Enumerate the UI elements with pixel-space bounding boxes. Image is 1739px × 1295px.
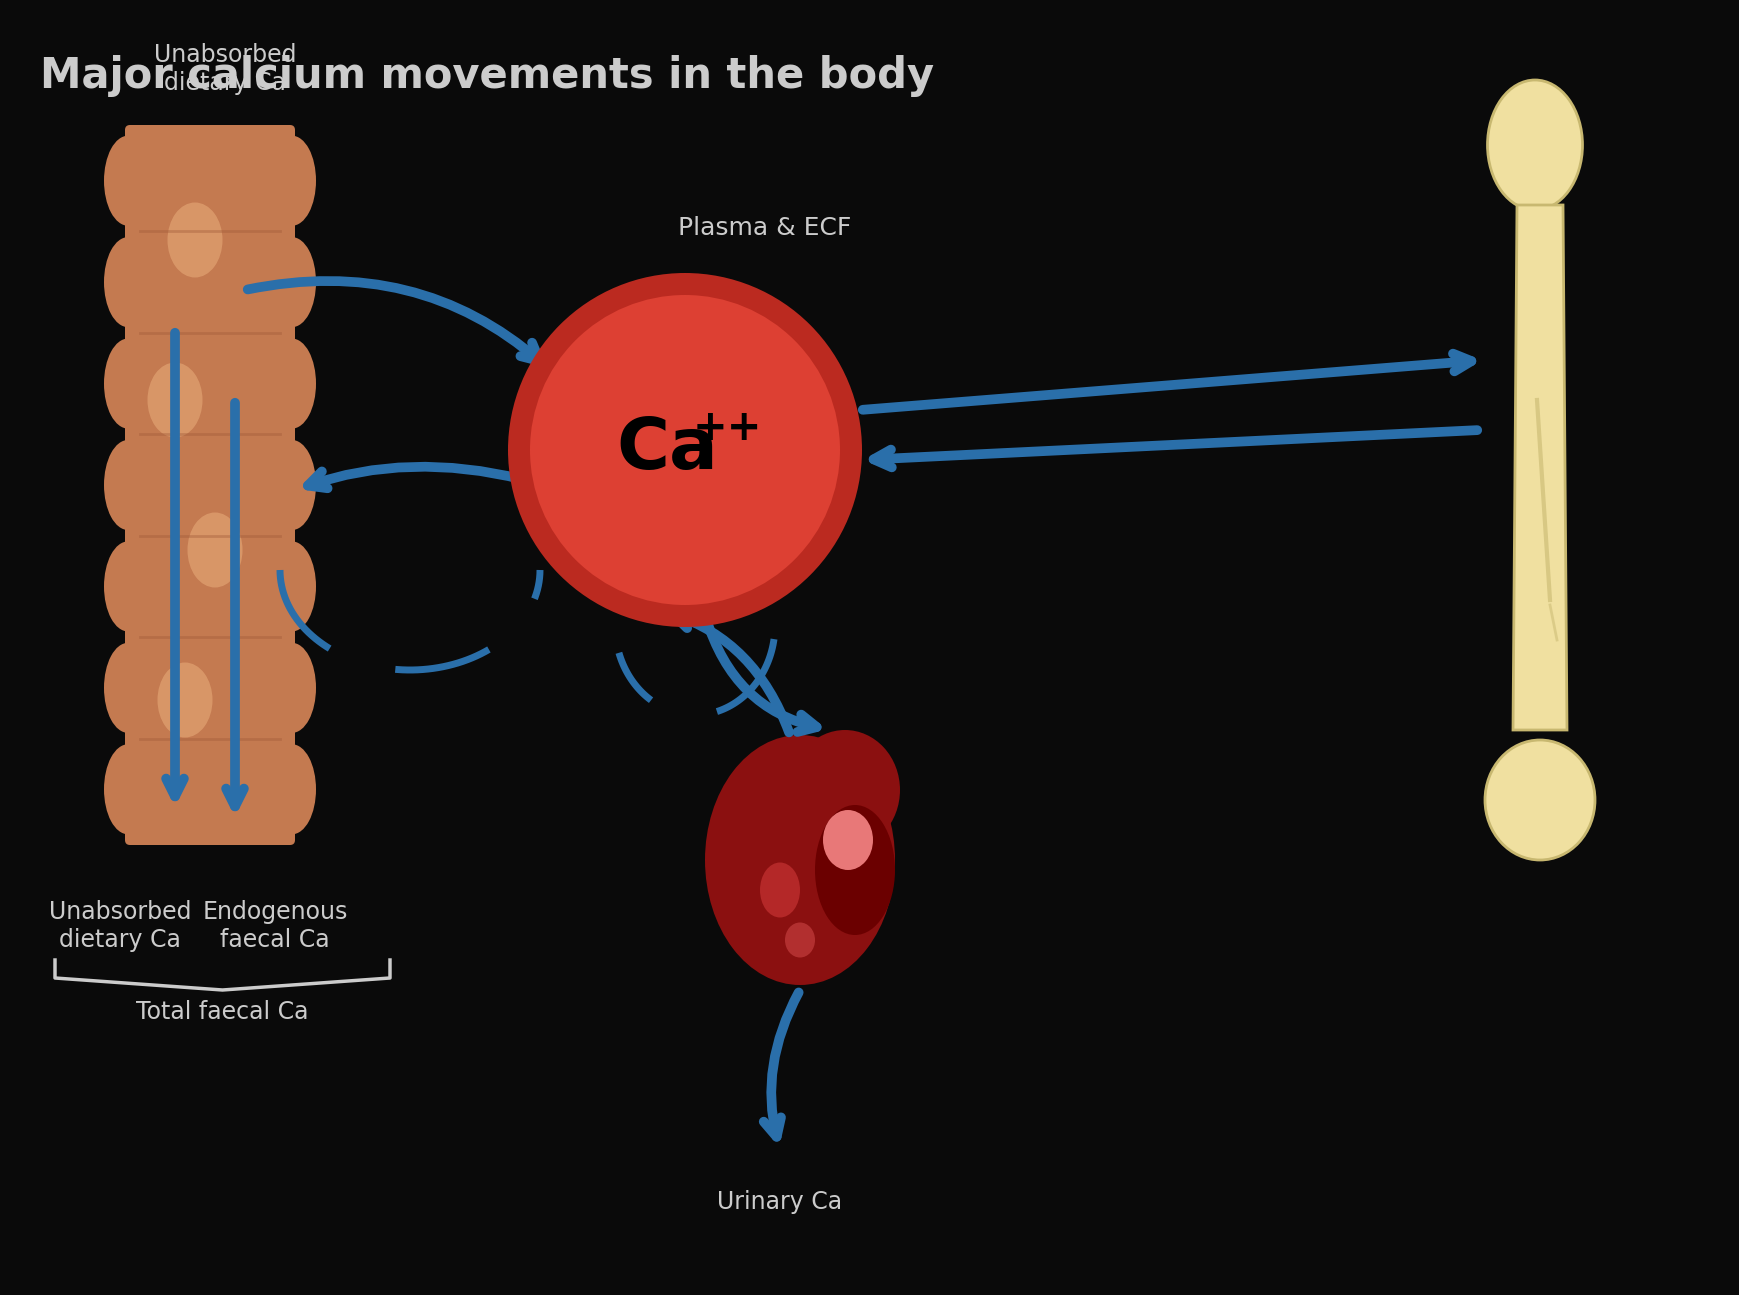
Ellipse shape [790,730,899,850]
Ellipse shape [268,338,316,429]
Text: Ca: Ca [616,416,718,484]
Ellipse shape [1487,80,1581,210]
Ellipse shape [104,541,151,632]
FancyBboxPatch shape [125,126,296,846]
Ellipse shape [784,922,814,957]
Ellipse shape [268,745,316,834]
Circle shape [508,273,861,627]
Ellipse shape [268,440,316,530]
Ellipse shape [1483,739,1595,860]
Ellipse shape [167,202,223,277]
Ellipse shape [104,642,151,733]
Text: ++: ++ [692,407,762,449]
Text: Unabsorbed
dietary Ca: Unabsorbed dietary Ca [153,43,296,95]
Ellipse shape [823,809,873,870]
Ellipse shape [704,736,894,985]
Ellipse shape [268,237,316,328]
Ellipse shape [104,237,151,328]
Ellipse shape [148,363,202,438]
Ellipse shape [104,745,151,834]
Ellipse shape [104,136,151,225]
Text: Total faecal Ca: Total faecal Ca [136,1000,308,1024]
Text: Plasma & ECF: Plasma & ECF [678,216,850,240]
Text: Urinary Ca: Urinary Ca [716,1190,842,1213]
Ellipse shape [814,805,894,935]
Text: Major calcium movements in the body: Major calcium movements in the body [40,54,934,97]
Ellipse shape [268,541,316,632]
Circle shape [530,295,840,605]
Ellipse shape [760,862,800,917]
Ellipse shape [158,663,212,737]
Ellipse shape [104,440,151,530]
Text: Endogenous
faecal Ca: Endogenous faecal Ca [202,900,348,952]
Ellipse shape [268,642,316,733]
Polygon shape [1513,205,1567,730]
Ellipse shape [188,513,242,588]
Ellipse shape [268,136,316,225]
Ellipse shape [104,338,151,429]
Text: Unabsorbed
dietary Ca: Unabsorbed dietary Ca [49,900,191,952]
